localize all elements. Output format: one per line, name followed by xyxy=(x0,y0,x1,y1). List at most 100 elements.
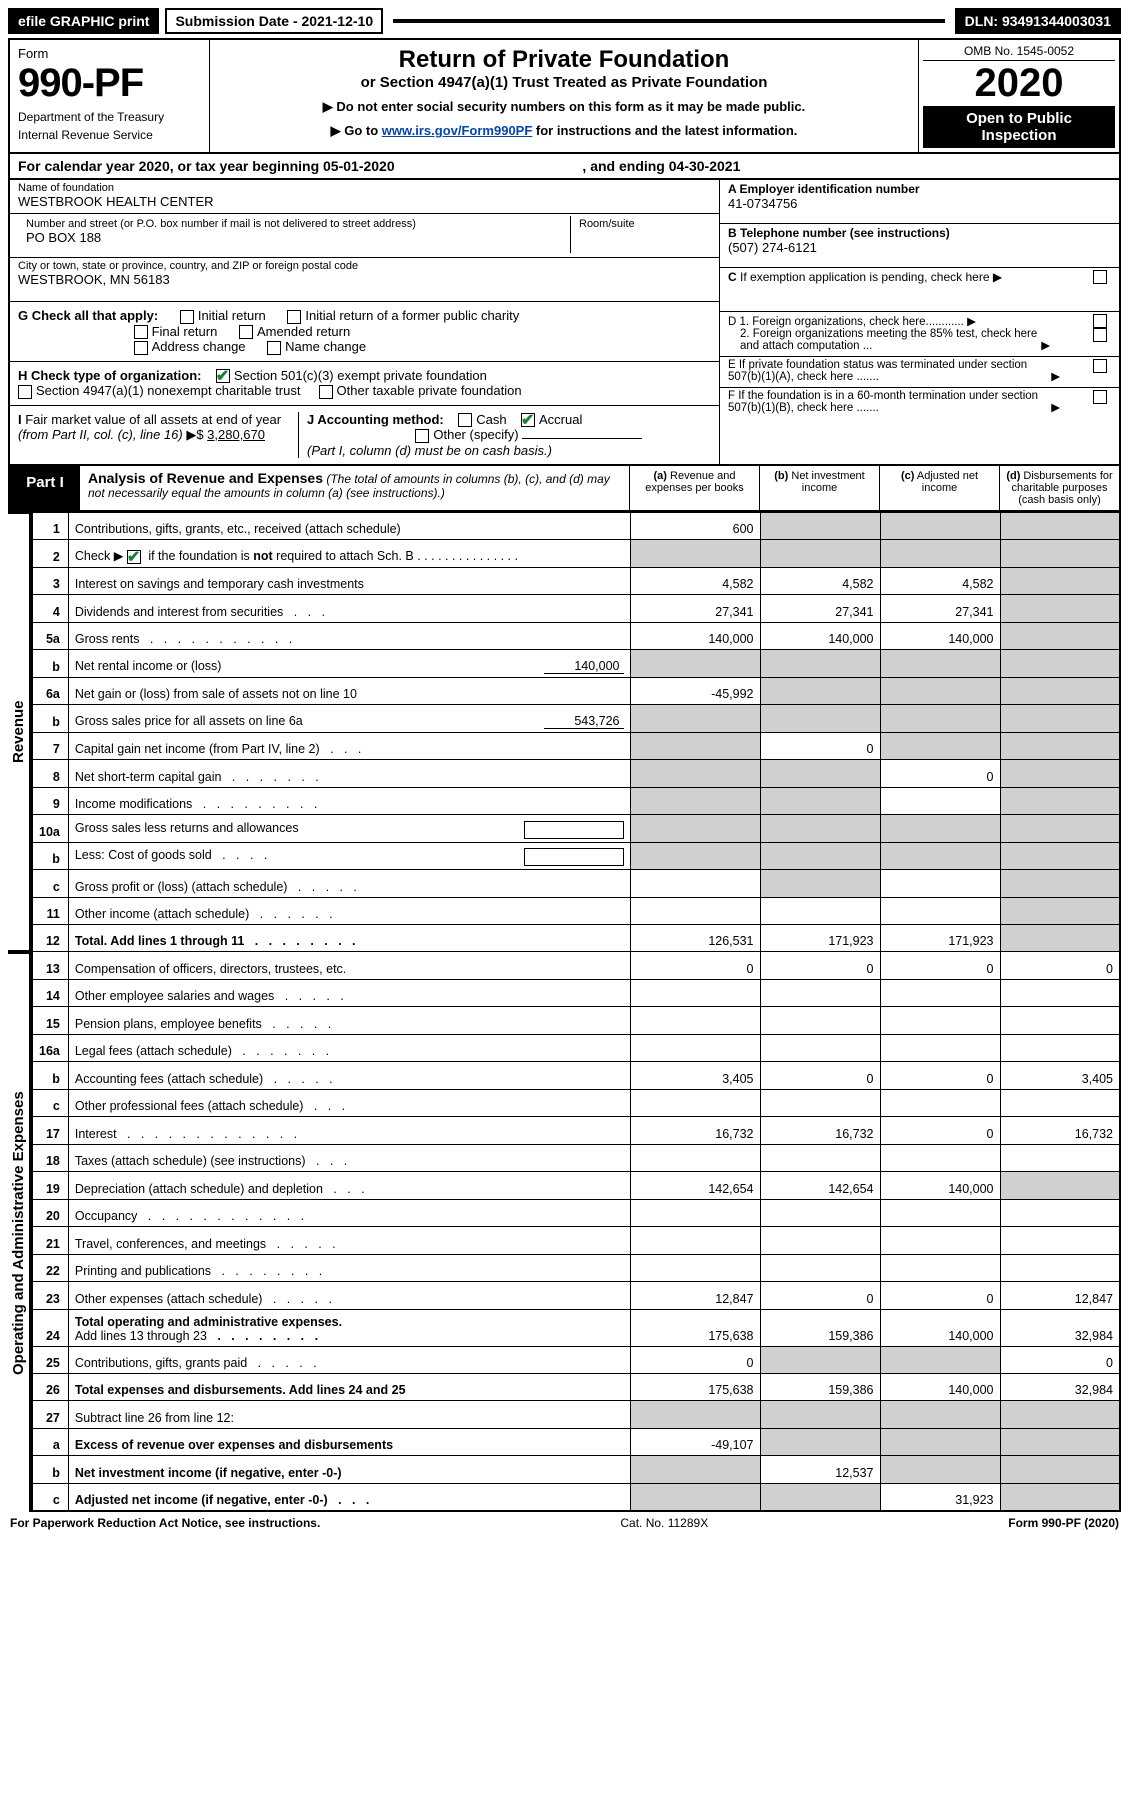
room-label: Room/suite xyxy=(579,218,703,230)
l16b-b: 0 xyxy=(760,1062,880,1089)
h-4947: Section 4947(a)(1) nonexempt charitable … xyxy=(36,383,300,398)
col-d-hdr: (d) Disbursements for charitable purpose… xyxy=(999,466,1119,510)
cb-sch-b[interactable] xyxy=(127,550,141,564)
cb-cash[interactable] xyxy=(458,413,472,427)
part1-label: Part I xyxy=(10,466,80,510)
line-7: 7Capital gain net income (from Part IV, … xyxy=(32,732,1120,759)
l5b-desc: Net rental income or (loss) 140,000 xyxy=(68,650,630,677)
form-title: Return of Private Foundation xyxy=(216,46,912,74)
l19-a: 142,654 xyxy=(630,1172,760,1199)
ein-value: 41-0734756 xyxy=(728,196,797,211)
l15-desc: Pension plans, employee benefits . . . .… xyxy=(68,1007,630,1034)
l10a-desc: Gross sales less returns and allowances xyxy=(68,815,630,842)
cb-name-change[interactable] xyxy=(267,341,281,355)
l1-a: 600 xyxy=(630,512,760,539)
line-26: 26Total expenses and disbursements. Add … xyxy=(32,1373,1120,1400)
form990pf-link[interactable]: www.irs.gov/Form990PF xyxy=(382,123,533,138)
l27c-desc: Adjusted net income (if negative, enter … xyxy=(68,1483,630,1511)
l12-b: 171,923 xyxy=(760,924,880,951)
cb-d1[interactable] xyxy=(1093,314,1107,328)
cb-other-taxable[interactable] xyxy=(319,385,333,399)
cb-amended-return[interactable] xyxy=(239,325,253,339)
cb-c-pending[interactable] xyxy=(1093,270,1107,284)
g-name: Name change xyxy=(285,339,366,354)
i-value: 3,280,670 xyxy=(207,427,265,442)
l14-desc: Other employee salaries and wages . . . … xyxy=(68,979,630,1006)
part1-header: Part I Analysis of Revenue and Expenses … xyxy=(8,466,1121,512)
cb-accrual[interactable] xyxy=(521,413,535,427)
cb-e[interactable] xyxy=(1093,359,1107,373)
cb-4947[interactable] xyxy=(18,385,32,399)
footer-left: For Paperwork Reduction Act Notice, see … xyxy=(10,1516,320,1530)
j-note: (Part I, column (d) must be on cash basi… xyxy=(307,443,552,458)
j-accrual: Accrual xyxy=(539,412,582,427)
l23-c: 0 xyxy=(880,1282,1000,1309)
line-8: 8Net short-term capital gain . . . . . .… xyxy=(32,760,1120,787)
omb-number: OMB No. 1545-0052 xyxy=(923,44,1115,61)
j-other: Other (specify) xyxy=(433,427,518,442)
line-24: 24Total operating and administrative exp… xyxy=(32,1309,1120,1346)
line-18: 18Taxes (attach schedule) (see instructi… xyxy=(32,1144,1120,1171)
part1-title: Analysis of Revenue and Expenses xyxy=(88,470,323,486)
l10c-desc: Gross profit or (loss) (attach schedule)… xyxy=(68,870,630,897)
header-mid: Return of Private Foundation or Section … xyxy=(210,40,919,152)
cb-address-change[interactable] xyxy=(134,341,148,355)
line-16c: cOther professional fees (attach schedul… xyxy=(32,1089,1120,1116)
g-initial: Initial return xyxy=(198,308,266,323)
l17-c: 0 xyxy=(880,1117,1000,1144)
part1-desc: Analysis of Revenue and Expenses (The to… xyxy=(80,466,629,510)
l16b-a: 3,405 xyxy=(630,1062,760,1089)
line-10c: cGross profit or (loss) (attach schedule… xyxy=(32,870,1120,897)
l26-b: 159,386 xyxy=(760,1373,880,1400)
l19-b: 142,654 xyxy=(760,1172,880,1199)
city-value: WESTBROOK, MN 56183 xyxy=(18,272,711,287)
l23-a: 12,847 xyxy=(630,1282,760,1309)
l9-desc: Income modifications . . . . . . . . . xyxy=(68,787,630,814)
line-14: 14Other employee salaries and wages . . … xyxy=(32,979,1120,1006)
cb-initial-public[interactable] xyxy=(287,310,301,324)
cb-501c3[interactable] xyxy=(216,369,230,383)
l13-desc: Compensation of officers, directors, tru… xyxy=(68,952,630,979)
name-label: Name of foundation xyxy=(18,182,711,194)
l12-a: 126,531 xyxy=(630,924,760,951)
l24-b: 159,386 xyxy=(760,1309,880,1346)
instr-no-ssn: ▶ Do not enter social security numbers o… xyxy=(216,99,912,115)
cb-d2[interactable] xyxy=(1093,328,1107,342)
topbar-rule xyxy=(393,19,945,23)
line-17: 17Interest . . . . . . . . . . . . .16,7… xyxy=(32,1117,1120,1144)
l4-desc: Dividends and interest from securities .… xyxy=(68,595,630,622)
l24-a: 175,638 xyxy=(630,1309,760,1346)
l23-desc: Other expenses (attach schedule) . . . .… xyxy=(68,1282,630,1309)
cb-initial-return[interactable] xyxy=(180,310,194,324)
cb-other-method[interactable] xyxy=(415,429,429,443)
cb-final-return[interactable] xyxy=(134,325,148,339)
e-label: E If private foundation status was termi… xyxy=(728,359,1048,383)
g-amended: Amended return xyxy=(257,324,350,339)
l1-desc: Contributions, gifts, grants, etc., rece… xyxy=(68,512,630,539)
l5b-amt: 140,000 xyxy=(544,659,624,674)
line-5a: 5aGross rents . . . . . . . . . . .140,0… xyxy=(32,622,1120,649)
line-13: 13Compensation of officers, directors, t… xyxy=(32,952,1120,979)
l23-d: 12,847 xyxy=(1000,1282,1120,1309)
l24-c: 140,000 xyxy=(880,1309,1000,1346)
l3-c: 4,582 xyxy=(880,567,1000,594)
l22-desc: Printing and publications . . . . . . . … xyxy=(68,1254,630,1281)
line-21: 21Travel, conferences, and meetings . . … xyxy=(32,1227,1120,1254)
dept-treasury: Department of the Treasury xyxy=(18,110,201,124)
d2-label: 2. Foreign organizations meeting the 85%… xyxy=(728,328,1038,352)
l8-c: 0 xyxy=(880,760,1000,787)
col-a-hdr: (a) Revenue and expenses per books xyxy=(629,466,759,510)
cb-f[interactable] xyxy=(1093,390,1107,404)
l5a-desc: Gross rents . . . . . . . . . . . xyxy=(68,622,630,649)
l16b-c: 0 xyxy=(880,1062,1000,1089)
side-opex: Operating and Administrative Expenses xyxy=(8,952,31,1512)
l13-d: 0 xyxy=(1000,952,1120,979)
city-row: City or town, state or province, country… xyxy=(10,258,719,302)
i-block: I Fair market value of all assets at end… xyxy=(18,412,298,458)
g-initial-pub: Initial return of a former public charit… xyxy=(305,308,519,323)
l19-desc: Depreciation (attach schedule) and deple… xyxy=(68,1172,630,1199)
ein-label: A Employer identification number xyxy=(728,182,920,196)
dln-badge: DLN: 93491344003031 xyxy=(955,8,1121,34)
l13-a: 0 xyxy=(630,952,760,979)
open-to-public: Open to Public Inspection xyxy=(923,106,1115,148)
